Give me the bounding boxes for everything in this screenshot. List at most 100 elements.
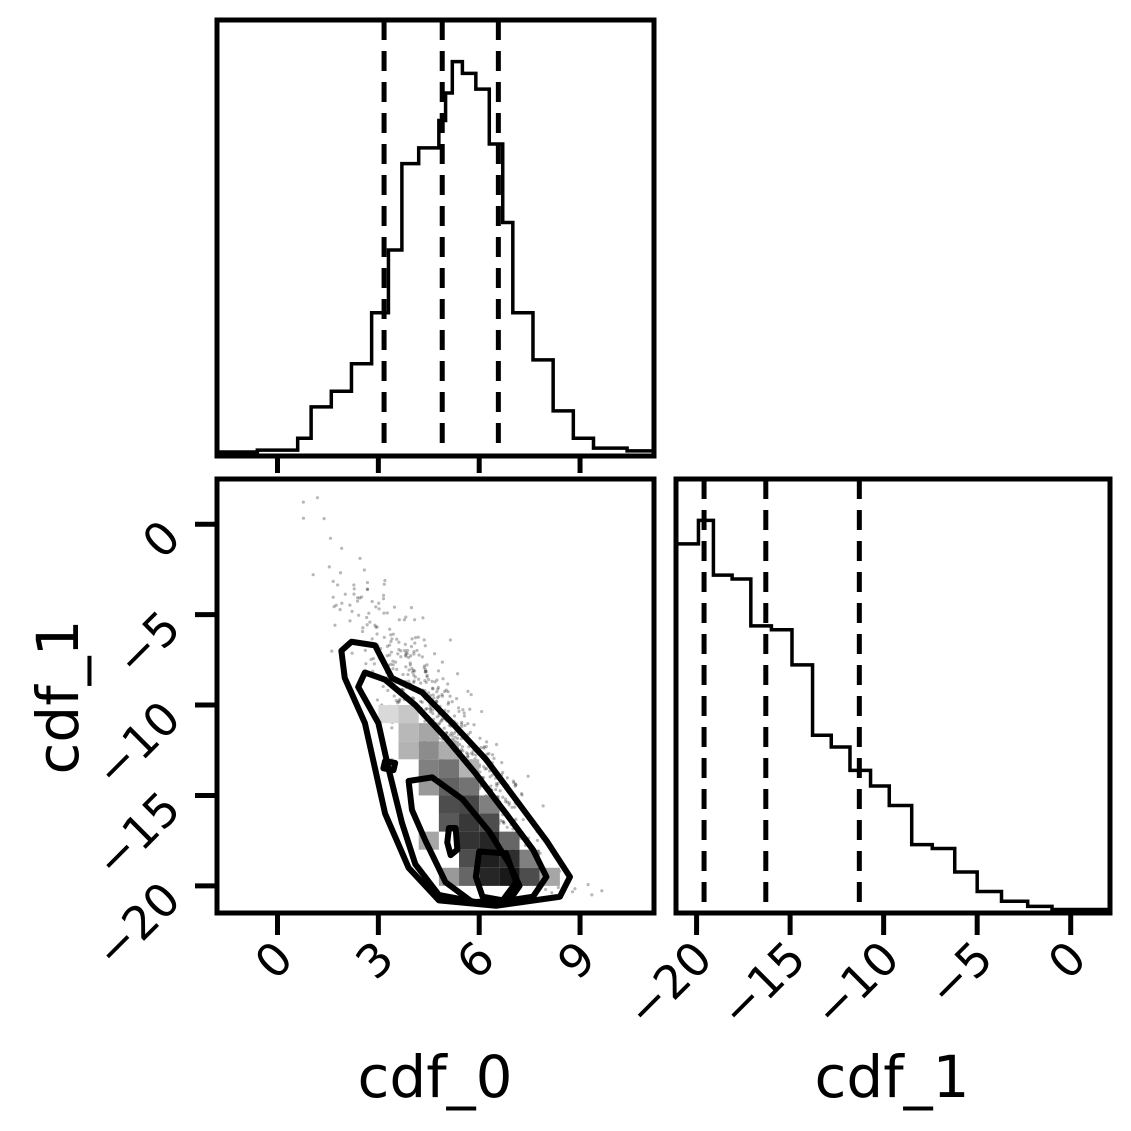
scatter-point bbox=[419, 699, 423, 703]
cdf1-xtick-label-4: −5 bbox=[917, 931, 1003, 1017]
scatter-point bbox=[433, 680, 437, 684]
scatter-point bbox=[367, 611, 371, 615]
scatter-point bbox=[370, 599, 374, 604]
scatter-point bbox=[395, 667, 399, 671]
scatter-point bbox=[514, 817, 518, 821]
scatter-point bbox=[409, 644, 414, 649]
scatter-point bbox=[322, 517, 326, 521]
scatter-point bbox=[374, 625, 378, 629]
scatter-point bbox=[461, 749, 465, 753]
scatter-point bbox=[435, 715, 439, 719]
scatter-point bbox=[397, 700, 401, 704]
scatter-point bbox=[431, 711, 435, 716]
joint-ytick-label-3: −10 bbox=[84, 691, 191, 798]
scatter-point bbox=[425, 673, 429, 678]
scatter-point bbox=[444, 688, 448, 692]
scatter-point bbox=[490, 773, 494, 777]
marginal-histogram-cdf1-panel: −20−15−10 −5 0 bbox=[616, 476, 1113, 1038]
scatter-point bbox=[311, 573, 315, 577]
scatter-point bbox=[412, 680, 416, 684]
scatter-point bbox=[363, 648, 367, 652]
scatter-point bbox=[372, 662, 377, 666]
scatter-point bbox=[409, 606, 414, 610]
scatter-point bbox=[469, 692, 473, 697]
scatter-point bbox=[460, 724, 464, 729]
scatter-point bbox=[430, 708, 435, 712]
scatter-point bbox=[440, 660, 445, 664]
joint-xtick-label-1: 0 bbox=[244, 931, 303, 990]
scatter-point bbox=[381, 593, 386, 597]
joint-xtick-label-4: 9 bbox=[547, 931, 606, 990]
scatter-point bbox=[348, 603, 352, 607]
scatter-point bbox=[446, 702, 450, 706]
scatter-point bbox=[420, 655, 424, 659]
scatter-point bbox=[408, 663, 412, 667]
density-cell bbox=[519, 867, 540, 886]
scatter-point bbox=[355, 599, 360, 603]
scatter-point bbox=[360, 629, 365, 634]
scatter-point bbox=[466, 755, 470, 759]
scatter-point bbox=[406, 672, 410, 677]
scatter-point bbox=[452, 731, 456, 735]
scatter-point bbox=[392, 694, 396, 698]
scatter-point bbox=[405, 648, 410, 653]
scatter-point bbox=[446, 682, 450, 686]
scatter-point bbox=[428, 710, 433, 714]
scatter-point bbox=[512, 781, 516, 785]
scatter-point bbox=[401, 672, 405, 677]
scatter-point bbox=[472, 723, 476, 727]
scatter-point bbox=[331, 579, 335, 583]
joint-xtick-label-3: 6 bbox=[446, 931, 505, 990]
scatter-point bbox=[417, 677, 421, 681]
scatter-point bbox=[424, 669, 428, 674]
scatter-point bbox=[462, 711, 466, 715]
scatter-point bbox=[375, 632, 379, 636]
y-axis-label-cdf1: cdf_1 bbox=[24, 619, 92, 774]
scatter-point bbox=[403, 653, 407, 657]
scatter-point bbox=[586, 883, 590, 887]
scatter-point bbox=[494, 782, 499, 786]
scatter-point bbox=[386, 688, 390, 693]
scatter-point bbox=[374, 605, 378, 609]
scatter-point bbox=[449, 731, 454, 735]
scatter-point bbox=[500, 761, 504, 765]
contour-level-1 bbox=[338, 638, 573, 909]
scatter-point bbox=[382, 611, 386, 615]
scatter-point bbox=[385, 611, 389, 615]
scatter-point bbox=[482, 764, 486, 769]
scatter-point bbox=[511, 779, 516, 783]
scatter-point bbox=[394, 698, 398, 703]
scatter-point bbox=[404, 651, 408, 655]
scatter-point bbox=[399, 649, 403, 653]
scatter-point bbox=[407, 679, 411, 683]
scatter-point bbox=[390, 726, 394, 730]
scatter-point bbox=[482, 746, 486, 750]
scatter-point bbox=[391, 632, 395, 636]
scatter-point bbox=[450, 733, 454, 737]
scatter-point bbox=[393, 660, 398, 664]
scatter-point bbox=[514, 783, 518, 787]
contour-level-3 bbox=[405, 774, 523, 906]
scatter-point bbox=[436, 687, 440, 691]
scatter-point bbox=[405, 651, 409, 656]
scatter-point bbox=[388, 653, 392, 657]
scatter-point bbox=[447, 700, 451, 705]
scatter-point bbox=[435, 678, 439, 682]
density-cell bbox=[398, 705, 419, 724]
scatter-point bbox=[417, 653, 421, 657]
scatter-point bbox=[419, 681, 423, 685]
scatter-point bbox=[389, 650, 394, 654]
scatter-point bbox=[484, 767, 489, 771]
scatter-point bbox=[431, 693, 435, 697]
x-axis-label-cdf1: cdf_1 bbox=[814, 1043, 969, 1111]
scatter-point bbox=[450, 700, 454, 704]
scatter-point bbox=[423, 644, 427, 648]
scatter-point bbox=[484, 745, 488, 749]
scatter-point bbox=[375, 698, 380, 702]
scatter-point bbox=[470, 751, 474, 755]
cdf1-xtick-label-5: 0 bbox=[1038, 931, 1097, 990]
scatter-point bbox=[459, 748, 463, 752]
cdf1-xtick-label-3: −10 bbox=[803, 931, 910, 1038]
joint-density-panel: 0 3 6 90−5−10−15−20 bbox=[84, 476, 657, 990]
scatter-point bbox=[446, 709, 450, 713]
